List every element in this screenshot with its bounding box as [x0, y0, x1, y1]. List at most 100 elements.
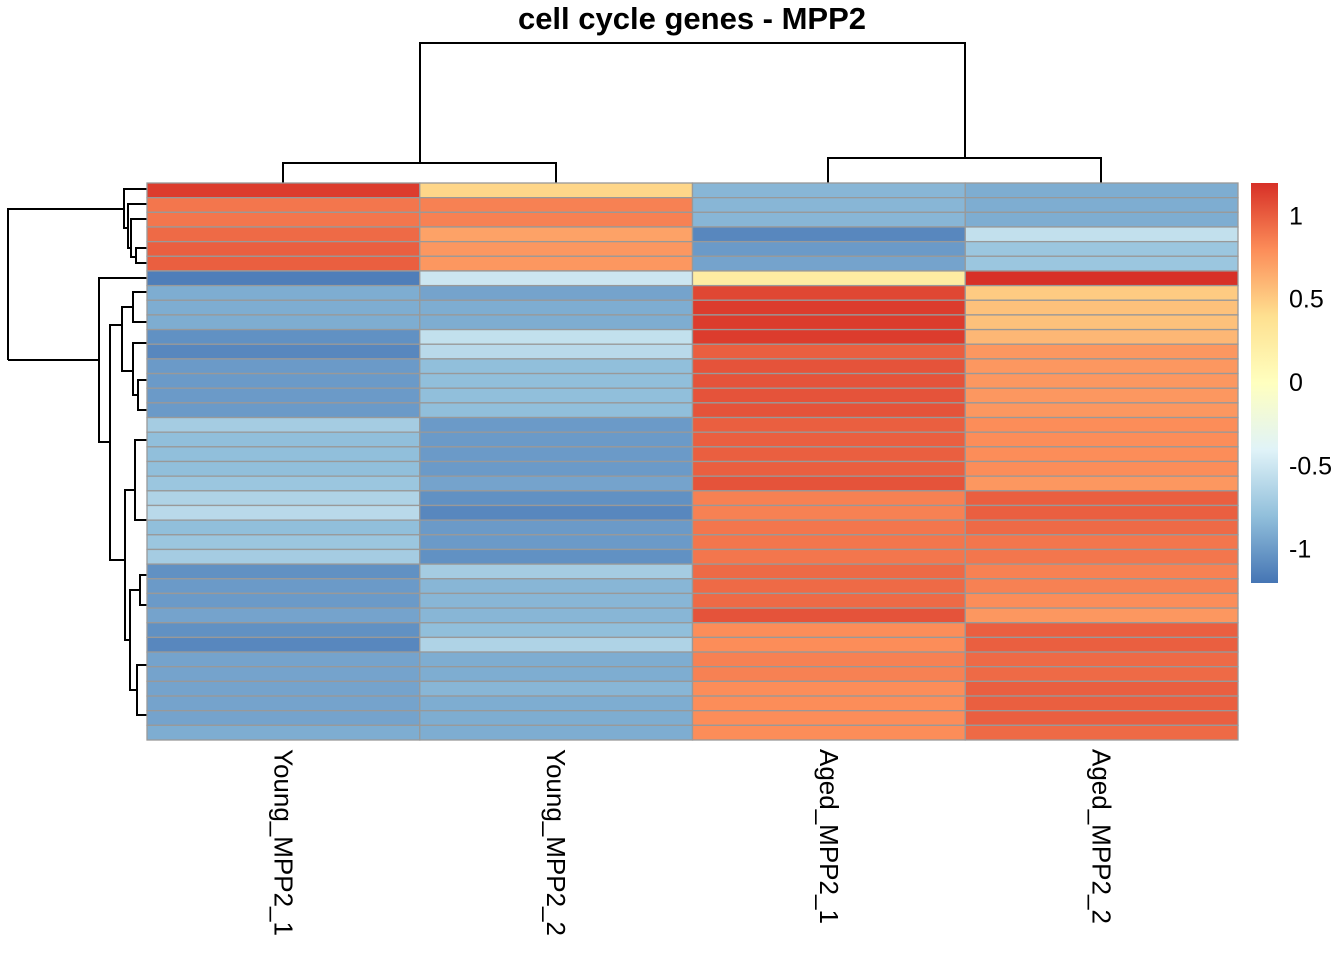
heatmap-cell	[146, 402, 421, 419]
heatmap-cell	[964, 343, 1239, 360]
heatmap-cell	[964, 460, 1239, 477]
heatmap-cell	[964, 211, 1239, 228]
heatmap-cell	[964, 724, 1239, 741]
heatmap-cell	[146, 475, 421, 492]
heatmap-cell	[146, 548, 421, 565]
heatmap-cell	[691, 446, 966, 463]
heatmap-cell	[419, 504, 694, 521]
heatmap-cell	[691, 328, 966, 345]
color-legend-tick: 0	[1289, 369, 1303, 397]
heatmap-cell	[419, 240, 694, 257]
heatmap-cell	[419, 211, 694, 228]
heatmap-cell	[691, 534, 966, 551]
heatmap-cell	[964, 548, 1239, 565]
heatmap-cell	[146, 460, 421, 477]
heatmap-cell	[964, 666, 1239, 683]
column-label: Young_MPP2_2	[541, 749, 571, 936]
heatmap-cell	[691, 724, 966, 741]
column-label: Aged_MPP2_2	[1087, 749, 1117, 924]
heatmap-cell	[419, 197, 694, 213]
heatmap-cell	[419, 490, 694, 507]
heatmap-cell	[419, 666, 694, 683]
heatmap-cell	[419, 387, 694, 404]
heatmap-cell	[691, 710, 966, 726]
heatmap-cell	[419, 284, 694, 301]
heatmap-cell	[691, 270, 966, 287]
heatmap-cell	[146, 504, 421, 521]
heatmap-cell	[419, 314, 694, 331]
heatmap-cell	[691, 343, 966, 360]
heatmap-cell	[146, 372, 421, 389]
heatmap-cell	[691, 592, 966, 609]
heatmap-cell	[419, 182, 694, 199]
heatmap-cell	[964, 710, 1239, 726]
heatmap-cell	[691, 622, 966, 639]
heatmap-cell	[146, 636, 421, 653]
heatmap-cell	[146, 490, 421, 507]
heatmap-cell	[691, 651, 966, 668]
heatmap-cell	[964, 402, 1239, 419]
heatmap-cell	[146, 724, 421, 741]
heatmap-cell	[691, 680, 966, 697]
heatmap-cell	[964, 622, 1239, 639]
heatmap-cell	[964, 680, 1239, 697]
heatmap-cell	[419, 724, 694, 741]
heatmap-cell	[146, 607, 421, 624]
heatmap-cell	[419, 416, 694, 433]
heatmap-cell	[419, 299, 694, 316]
heatmap-cell	[691, 519, 966, 536]
heatmap-cell	[146, 299, 421, 316]
heatmap-cell	[146, 182, 421, 199]
heatmap-cell	[691, 284, 966, 301]
heatmap-cell	[419, 534, 694, 551]
column-dendrogram	[282, 42, 1102, 183]
heatmap-cells	[146, 182, 1239, 741]
heatmap-cell	[146, 270, 421, 287]
heatmap-cell	[419, 680, 694, 697]
color-legend-bar	[1251, 183, 1278, 583]
heatmap-cell	[146, 710, 421, 726]
heatmap-cell	[964, 431, 1239, 448]
heatmap-cell	[964, 284, 1239, 301]
heatmap-cell	[419, 372, 694, 389]
heatmap-cell	[146, 416, 421, 433]
heatmap-cell	[964, 651, 1239, 668]
heatmap-cell	[419, 475, 694, 492]
heatmap-cell	[146, 578, 421, 595]
column-label: Young_MPP2_1	[268, 749, 298, 936]
heatmap-cell	[146, 446, 421, 463]
heatmap-cell	[691, 372, 966, 389]
heatmap-cell	[691, 299, 966, 316]
color-legend-tick: -1	[1289, 536, 1311, 564]
heatmap-cell	[146, 695, 421, 712]
heatmap-cell	[964, 299, 1239, 316]
heatmap-cell	[419, 651, 694, 668]
heatmap-cell	[419, 328, 694, 345]
heatmap-cell	[146, 666, 421, 683]
heatmap-cell	[146, 255, 421, 272]
heatmap-cell	[419, 592, 694, 609]
color-legend-tick: 0.5	[1289, 286, 1324, 314]
heatmap-cell	[964, 416, 1239, 433]
heatmap-cell	[419, 519, 694, 536]
heatmap-cell	[691, 358, 966, 375]
heatmap-cell	[691, 607, 966, 624]
heatmap-cell	[691, 636, 966, 653]
heatmap-cell	[419, 255, 694, 272]
heatmap-cell	[691, 695, 966, 712]
heatmap-cell	[146, 534, 421, 551]
column-label: Aged_MPP2_1	[814, 749, 844, 924]
heatmap-cell	[964, 372, 1239, 389]
heatmap-cell	[691, 240, 966, 257]
column-labels: Young_MPP2_1 Young_MPP2_2 Aged_MPP2_1 Aged_…	[268, 749, 1116, 936]
heatmap-cell	[146, 358, 421, 375]
heatmap-cell	[964, 695, 1239, 712]
heatmap-cell	[964, 226, 1239, 243]
heatmap-cell	[146, 314, 421, 331]
heatmap-cell	[964, 519, 1239, 536]
heatmap-cell	[419, 636, 694, 653]
heatmap-cell	[691, 563, 966, 580]
heatmap-cell	[964, 358, 1239, 375]
heatmap-cell	[419, 270, 694, 287]
